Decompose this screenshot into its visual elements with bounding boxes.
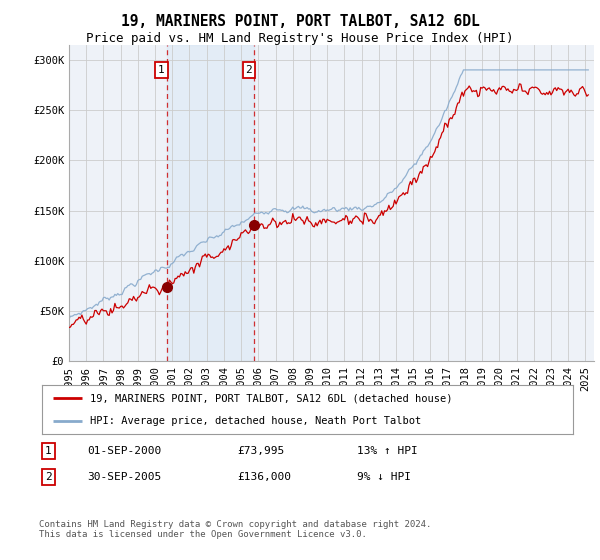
Text: 01-SEP-2000: 01-SEP-2000 [87,446,161,456]
Text: HPI: Average price, detached house, Neath Port Talbot: HPI: Average price, detached house, Neat… [90,416,421,426]
Text: 2: 2 [45,472,52,482]
Text: 30-SEP-2005: 30-SEP-2005 [87,472,161,482]
Text: £73,995: £73,995 [237,446,284,456]
Text: 19, MARINERS POINT, PORT TALBOT, SA12 6DL: 19, MARINERS POINT, PORT TALBOT, SA12 6D… [121,14,479,29]
Bar [167,45,254,361]
Text: 9% ↓ HPI: 9% ↓ HPI [357,472,411,482]
Text: 1: 1 [158,65,165,75]
Text: 19, MARINERS POINT, PORT TALBOT, SA12 6DL (detached house): 19, MARINERS POINT, PORT TALBOT, SA12 6D… [90,393,452,403]
Text: £136,000: £136,000 [237,472,291,482]
Text: 13% ↑ HPI: 13% ↑ HPI [357,446,418,456]
Text: Price paid vs. HM Land Registry's House Price Index (HPI): Price paid vs. HM Land Registry's House … [86,32,514,45]
Text: Contains HM Land Registry data © Crown copyright and database right 2024.
This d: Contains HM Land Registry data © Crown c… [39,520,431,539]
Text: 1: 1 [45,446,52,456]
Text: 2: 2 [245,65,252,75]
